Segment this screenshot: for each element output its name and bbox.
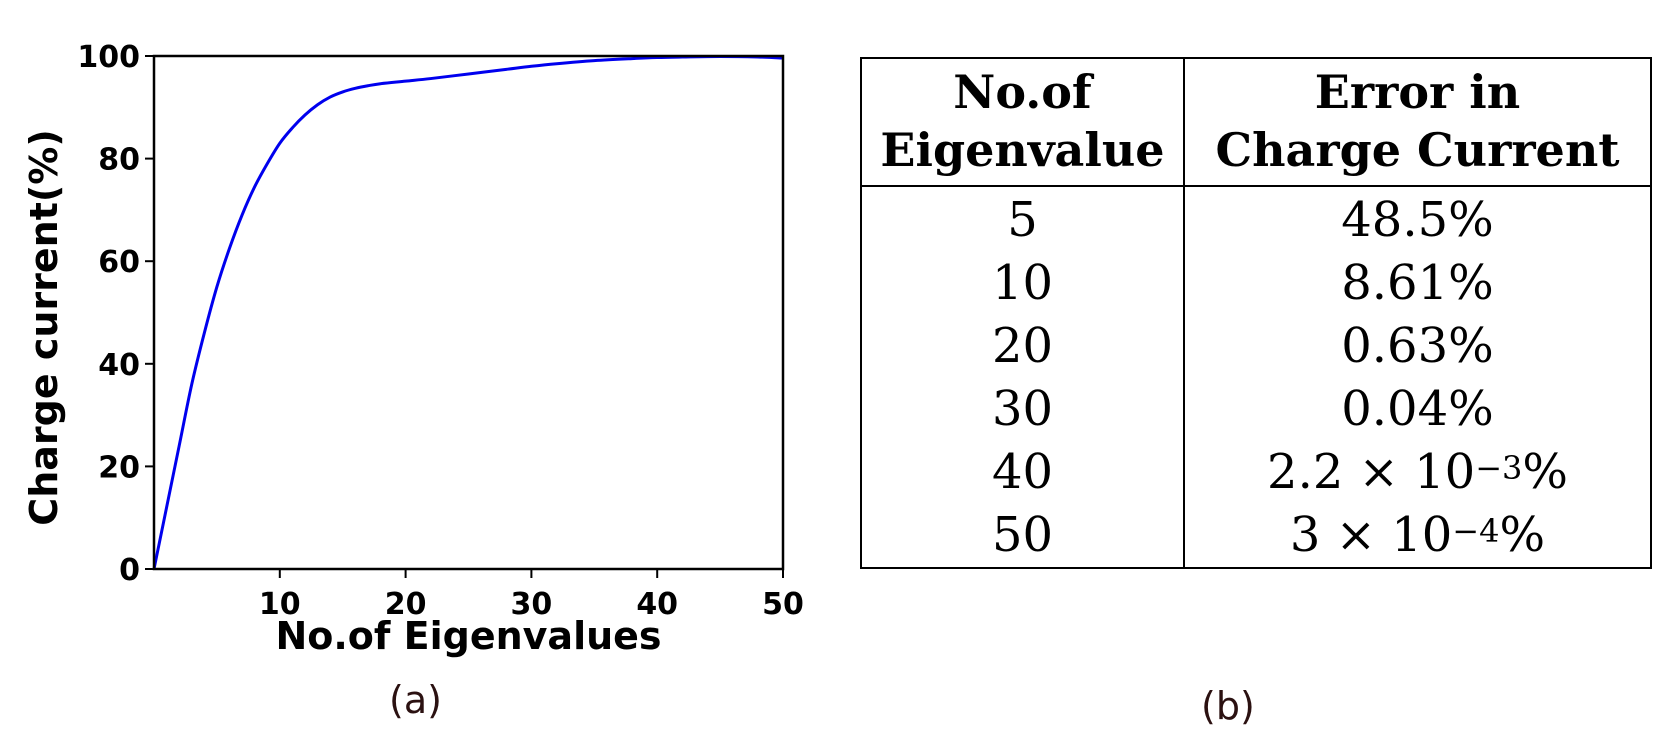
- error-cell: 48.5%: [1184, 186, 1651, 252]
- table-row: 5 48.5%: [861, 186, 1651, 252]
- y-tick-label: 60: [98, 245, 140, 280]
- y-axis-label: Charge current(%): [22, 129, 66, 525]
- error-value: 8.61%: [1341, 255, 1494, 311]
- eigenvalue-cell: 20: [861, 315, 1185, 378]
- error-cell: 0.04%: [1184, 378, 1651, 441]
- y-tick-label: 100: [77, 40, 140, 75]
- table-row: 30 0.04%: [861, 378, 1651, 441]
- eigenvalue-cell: 5: [861, 186, 1185, 252]
- error-table: No.of Eigenvalue Error in Charge Current…: [860, 57, 1652, 569]
- header-error-line1: Error in: [1314, 65, 1521, 119]
- error-exponent: −4: [1452, 512, 1500, 550]
- x-tick-label: 20: [385, 587, 427, 622]
- error-exponent: −3: [1475, 449, 1523, 487]
- caption-a: (a): [389, 678, 442, 722]
- y-tick-label: 40: [98, 348, 140, 383]
- error-percent: %: [1499, 507, 1546, 563]
- eigenvalue-cell: 30: [861, 378, 1185, 441]
- error-cell: 8.61%: [1184, 252, 1651, 315]
- table-row: 10 8.61%: [861, 252, 1651, 315]
- error-value: 48.5%: [1341, 192, 1494, 248]
- error-value: 0.63%: [1341, 318, 1494, 374]
- x-tick-label: 40: [636, 587, 678, 622]
- header-error-line2: Charge Current: [1215, 123, 1620, 177]
- x-tick-label: 30: [511, 587, 553, 622]
- y-tick-label: 0: [119, 553, 140, 588]
- header-error: Error in Charge Current: [1184, 58, 1651, 187]
- error-cell: 3 × 10−4%: [1184, 504, 1651, 568]
- x-tick-label: 50: [762, 587, 804, 622]
- y-tick-label: 80: [98, 143, 140, 178]
- series-line: [152, 55, 784, 570]
- error-percent: %: [1522, 444, 1568, 500]
- y-ticks: 0 20 40 60 80 100: [77, 40, 154, 588]
- table-row: 20 0.63%: [861, 315, 1651, 378]
- caption-b: (b): [1201, 684, 1255, 728]
- error-value: 0.04%: [1341, 381, 1494, 437]
- header-eigenvalue-line1: No.of: [953, 65, 1092, 119]
- table-row: 50 3 × 10−4%: [861, 504, 1651, 568]
- eigenvalue-cell: 50: [861, 504, 1185, 568]
- header-eigenvalue: No.of Eigenvalue: [861, 58, 1185, 187]
- error-value: 2.2 × 10: [1267, 444, 1476, 500]
- eigenvalue-cell: 10: [861, 252, 1185, 315]
- x-tick-label: 10: [259, 587, 301, 622]
- table-header-row: No.of Eigenvalue Error in Charge Current: [861, 58, 1651, 187]
- header-eigenvalue-line2: Eigenvalue: [880, 123, 1165, 177]
- x-axis-label: No.of Eigenvalues: [275, 614, 661, 658]
- error-cell: 0.63%: [1184, 315, 1651, 378]
- x-ticks: 10 20 30 40 50: [259, 569, 804, 622]
- table-row: 40 2.2 × 10−3%: [861, 441, 1651, 504]
- plot-frame: [152, 54, 785, 571]
- eigenvalue-cell: 40: [861, 441, 1185, 504]
- error-value: 3 × 10: [1289, 507, 1453, 563]
- y-tick-label: 20: [98, 450, 140, 485]
- error-cell: 2.2 × 10−3%: [1184, 441, 1651, 504]
